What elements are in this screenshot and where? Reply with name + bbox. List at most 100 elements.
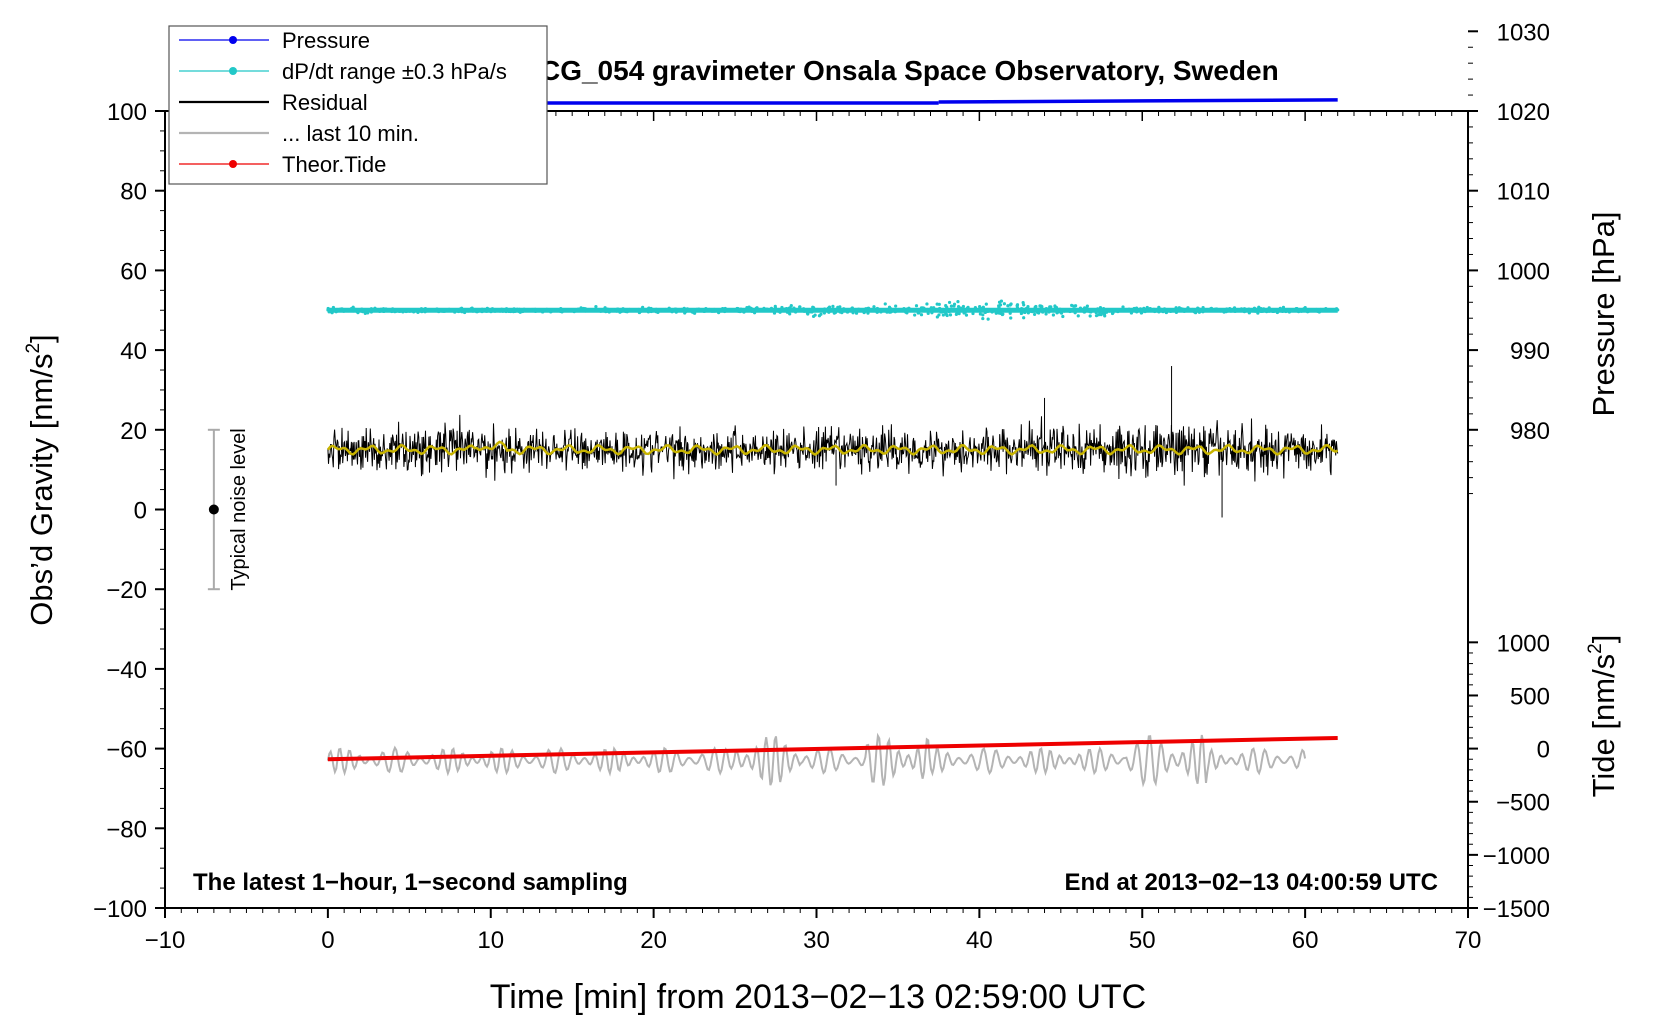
dpdt-point xyxy=(1112,308,1116,312)
y-tick-label: −40 xyxy=(106,657,147,684)
dpdt-point xyxy=(897,308,901,312)
legend: Pressure dP/dt range ±0.3 hPa/s Residual..… xyxy=(168,25,548,185)
plot-frame xyxy=(164,110,1469,909)
dpdt-point xyxy=(1073,311,1077,315)
dpdt-point xyxy=(1215,307,1219,311)
dpdt-point xyxy=(811,305,815,309)
dpdt-point xyxy=(1275,308,1279,312)
dpdt-point xyxy=(952,302,957,306)
dpdt-point xyxy=(894,304,898,308)
dpdt-point xyxy=(989,308,993,312)
dpdt-point xyxy=(854,311,859,315)
dpdt-point xyxy=(1084,307,1089,311)
y-tick-label: −20 xyxy=(106,577,147,604)
dpdt-point xyxy=(1193,311,1198,315)
dpdt-point xyxy=(1099,313,1103,317)
dpdt-point xyxy=(789,308,794,312)
dpdt-point xyxy=(1295,307,1299,311)
dpdt-point xyxy=(475,310,479,314)
dpdt-point xyxy=(919,306,924,310)
dpdt-point xyxy=(827,310,831,314)
dpdt-point xyxy=(893,309,897,313)
dpdt-point xyxy=(835,307,839,311)
dpdt-point xyxy=(930,311,934,315)
dpdt-point xyxy=(1002,302,1007,306)
dpdt-point xyxy=(471,309,475,313)
dpdt-point xyxy=(480,309,484,314)
y-axis-label-left-main: Obs’d Gravity [nm/s xyxy=(24,354,59,626)
dpdt-point xyxy=(641,308,645,312)
dpdt-point xyxy=(964,313,969,317)
dpdt-point xyxy=(1303,308,1307,312)
dpdt-point xyxy=(1122,308,1127,312)
dpdt-point xyxy=(1271,309,1275,313)
dpdt-point xyxy=(517,307,522,311)
dpdt-point xyxy=(701,308,705,312)
dpdt-point xyxy=(941,313,945,317)
legend-label: dP/dt range ±0.3 hPa/s xyxy=(282,59,507,84)
y-tick-label: 60 xyxy=(120,258,147,285)
dpdt-point xyxy=(1076,314,1080,318)
dpdt-point xyxy=(605,309,610,313)
dpdt-point xyxy=(1134,306,1139,310)
dpdt-point xyxy=(670,310,674,314)
dpdt-point xyxy=(887,305,892,309)
dpdt-point xyxy=(1101,306,1106,311)
dpdt-point xyxy=(654,307,658,311)
dpdt-point xyxy=(522,307,526,311)
dpdt-point xyxy=(1054,305,1059,310)
dpdt-point xyxy=(683,311,687,315)
y-axis-label-tide: Tide [nm/s2] xyxy=(1585,635,1621,798)
dpdt-point xyxy=(736,307,740,311)
legend-label: Pressure xyxy=(282,28,370,53)
dpdt-point xyxy=(954,312,958,316)
dpdt-point xyxy=(913,313,917,317)
dpdt-point xyxy=(512,307,516,311)
dpdt-point xyxy=(1037,311,1041,315)
dpdt-point xyxy=(716,309,720,313)
dpdt-point xyxy=(658,309,662,313)
dpdt-point xyxy=(579,307,583,311)
x-tick-label: 0 xyxy=(321,927,334,954)
dpdt-point xyxy=(625,309,629,314)
dpdt-point xyxy=(1244,308,1248,312)
legend-marker xyxy=(229,67,237,75)
x-tick-label: 60 xyxy=(1292,927,1319,954)
noise-bar-center xyxy=(208,504,219,515)
dpdt-point xyxy=(726,308,730,312)
dpdt-point xyxy=(780,305,784,310)
dpdt-point xyxy=(1072,304,1076,308)
pressure-tick-label: 980 xyxy=(1510,418,1550,445)
tide-tick-label: 1000 xyxy=(1497,630,1550,657)
dpdt-point xyxy=(500,307,504,311)
dpdt-point xyxy=(1225,307,1229,311)
dpdt-point xyxy=(762,306,766,310)
dpdt-point xyxy=(1089,310,1093,314)
dpdt-point xyxy=(1174,306,1178,310)
dpdt-point xyxy=(707,307,712,312)
dpdt-point xyxy=(1032,312,1037,317)
dpdt-point xyxy=(407,309,411,313)
dpdt-point xyxy=(789,304,793,308)
dpdt-point xyxy=(1222,309,1226,314)
dpdt-point xyxy=(1051,313,1055,317)
dpdt-point xyxy=(916,311,920,315)
dpdt-point xyxy=(765,307,769,311)
dpdt-point xyxy=(545,307,549,311)
dpdt-point xyxy=(851,311,855,315)
dpdt-point xyxy=(901,308,905,312)
dpdt-point xyxy=(815,308,819,313)
dpdt-point xyxy=(627,307,632,312)
dpdt-point xyxy=(351,305,355,309)
dpdt-point xyxy=(926,307,930,312)
dpdt-point xyxy=(973,306,977,310)
legend-box xyxy=(168,25,548,185)
dpdt-point xyxy=(1190,308,1194,312)
y-tick-label: 20 xyxy=(120,418,147,445)
dpdt-point xyxy=(1202,309,1206,313)
x-tick-label: 50 xyxy=(1129,927,1156,954)
dpdt-point xyxy=(1135,310,1139,314)
dpdt-point xyxy=(1316,309,1320,314)
dpdt-point xyxy=(1044,312,1048,316)
dpdt-point xyxy=(937,302,941,306)
